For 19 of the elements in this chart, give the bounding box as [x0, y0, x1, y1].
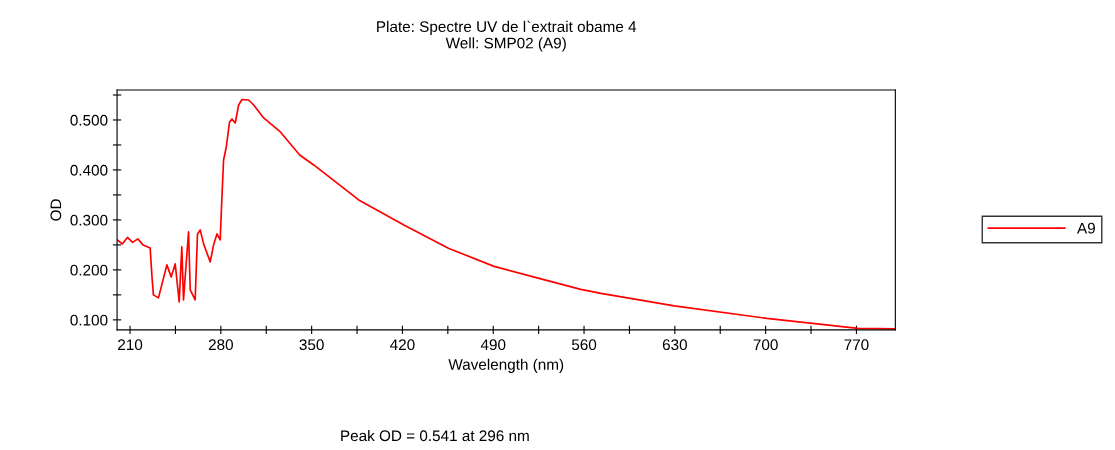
x-tick-label: 770 — [844, 339, 869, 351]
x-tick-label: 280 — [208, 339, 233, 351]
y-tick-label: 0.200 — [70, 264, 108, 276]
text: Peak OD = 0.541 at 296 nm — [341, 429, 529, 442]
x-tick-label: 420 — [390, 339, 415, 351]
x-tick-label: 700 — [753, 339, 778, 351]
x-axis-title: Wavelength (nm) — [448, 358, 564, 373]
y-tick-label: 0.500 — [70, 114, 108, 126]
y-tick-label: 0.100 — [70, 314, 108, 326]
y-tick-label: 0.400 — [70, 164, 108, 176]
x-tick-label: 630 — [662, 339, 687, 351]
x-tick-label: 490 — [480, 339, 506, 351]
x-tick-label: 350 — [299, 339, 324, 351]
x-tick-label: 210 — [118, 339, 143, 351]
legend-label: A9 — [1077, 222, 1095, 234]
y-axis-title: OD — [50, 199, 62, 221]
chart-title: Plate: Spectre UV de l`extrait obame 4 Well: SMP02 (A9) — [377, 20, 637, 52]
x-tick-label: 560 — [571, 339, 597, 351]
y-tick-label: 0.300 — [70, 214, 108, 226]
